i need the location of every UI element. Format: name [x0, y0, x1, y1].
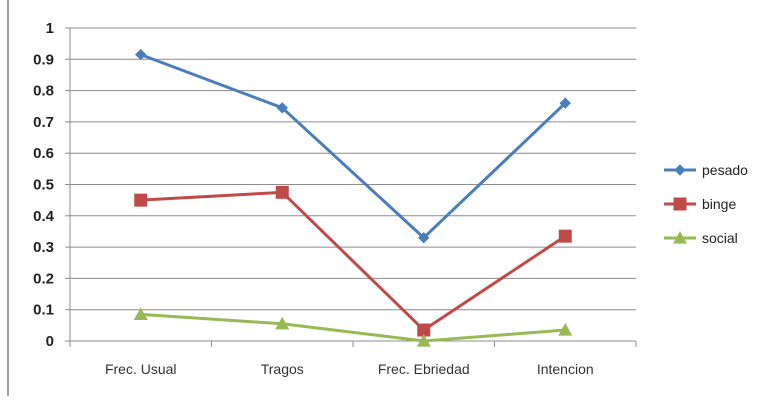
legend: pesado binge social — [664, 162, 748, 246]
y-tick-label: 0.8 — [33, 83, 54, 100]
axes — [65, 27, 637, 347]
x-tick-label: Intencion — [537, 361, 594, 377]
y-tick-labels: 0 0.1 0.2 0.3 0.4 0.5 0.6 0.7 0.8 0.9 1 — [33, 20, 55, 350]
x-tick-label: Tragos — [261, 361, 304, 377]
y-tick-label: 0.3 — [33, 239, 54, 256]
series-binge — [134, 185, 572, 337]
data-point-social — [133, 307, 148, 320]
data-point-pesado — [276, 102, 288, 114]
y-tick-label: 0 — [46, 333, 54, 350]
x-tick-labels: Frec. Usual Tragos Frec. Ebriedad Intencion — [105, 361, 594, 377]
data-point-pesado — [559, 97, 571, 109]
legend-swatch-marker — [674, 164, 686, 176]
y-tick-label: 0.1 — [33, 302, 54, 319]
y-tick-label: 0.4 — [33, 208, 55, 225]
legend-swatch-marker — [673, 197, 687, 211]
data-point-binge — [558, 229, 572, 243]
y-tick-label: 0.7 — [33, 114, 54, 131]
data-point-pesado — [418, 232, 430, 244]
y-tick-label: 0.9 — [33, 51, 54, 68]
series-pesado — [135, 48, 571, 244]
data-point-social — [416, 334, 431, 347]
legend-item-pesado: pesado — [664, 162, 748, 178]
legend-item-binge: binge — [664, 196, 736, 212]
x-tick-label: Frec. Ebriedad — [378, 361, 470, 377]
data-point-social — [558, 323, 573, 336]
y-tick-label: 0.5 — [33, 177, 54, 194]
x-tick-label: Frec. Usual — [105, 361, 177, 377]
data-point-binge — [275, 185, 289, 199]
series-lines — [133, 48, 573, 347]
gridlines — [70, 27, 636, 311]
data-point-binge — [417, 323, 431, 337]
y-tick-label: 0.6 — [33, 145, 54, 162]
series-line-pesado — [140, 53, 567, 240]
data-point-social — [275, 316, 290, 330]
legend-label: social — [702, 230, 738, 246]
legend-label: pesado — [702, 162, 748, 178]
data-point-binge — [134, 193, 148, 207]
legend-label: binge — [702, 196, 736, 212]
series-social — [133, 307, 573, 347]
series-line-binge — [140, 190, 567, 332]
legend-item-social: social — [664, 230, 738, 246]
series-line-social — [140, 312, 566, 343]
y-tick-label: 1 — [46, 20, 54, 37]
legend-swatch-marker — [673, 231, 687, 244]
y-tick-label: 0.2 — [33, 270, 54, 287]
data-point-pesado — [135, 48, 147, 61]
